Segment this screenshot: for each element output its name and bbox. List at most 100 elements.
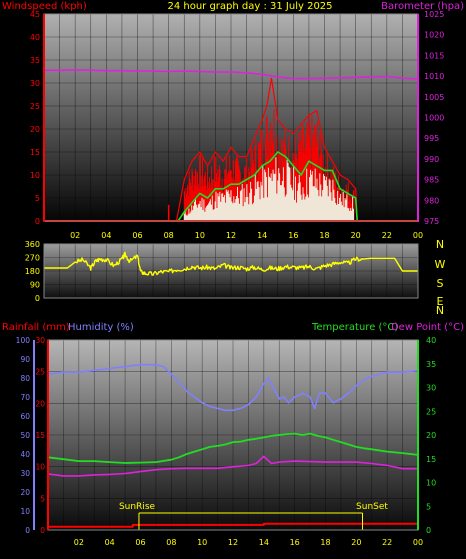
- windspeed-tick-label: 5: [35, 194, 40, 203]
- barometer-tick-label: 990: [424, 155, 439, 164]
- wind-x-tick-label: 22: [382, 231, 392, 240]
- bottom-x-tick-label: 08: [166, 538, 176, 547]
- rainfall-tick-label: 0: [40, 526, 45, 535]
- wind-x-tick-label: 14: [257, 231, 267, 240]
- wind-direction-line: [44, 251, 418, 276]
- barometer-axis-title: Barometer (hpa): [381, 1, 464, 12]
- wind-avg-bars: [183, 157, 354, 221]
- temperature-tick-label: 25: [426, 407, 436, 416]
- wind-x-tick-label: 08: [164, 231, 174, 240]
- barometer-line: [44, 69, 419, 80]
- bottom-x-tick-label: 14: [259, 538, 269, 547]
- wind-x-tick-label: 04: [101, 231, 111, 240]
- barometer-tick-label: 1015: [424, 51, 444, 60]
- humidity-tick-label: 0: [25, 526, 30, 535]
- barometer-tick-label: 985: [424, 176, 439, 185]
- direction-panel-frame: [43, 243, 419, 299]
- windspeed-tick-label: 35: [30, 56, 40, 65]
- humidity-tick-label: 80: [20, 374, 30, 383]
- temperature-tick-label: 0: [426, 526, 431, 535]
- chart-title: 24 hour graph day : 31 July 2025: [167, 1, 332, 12]
- bottom-x-tick-label: 12: [228, 538, 238, 547]
- humidity-tick-label: 60: [20, 412, 30, 421]
- barometer-tick-label: 1020: [424, 31, 444, 40]
- barometer-tick-label: 1000: [424, 114, 444, 123]
- rainfall-axis-title: Rainfall (mm): [2, 322, 70, 333]
- rainfall-tick-label: 15: [35, 431, 45, 440]
- temperature-tick-label: 5: [426, 502, 431, 511]
- humidity-axis-title: Humidity (%): [68, 322, 134, 333]
- dewpoint-axis-title: Dew Point (°C): [391, 322, 464, 333]
- rainfall-tick-label: 30: [35, 336, 45, 345]
- wind-x-tick-label: 12: [226, 231, 236, 240]
- humidity-tick-label: 10: [20, 507, 30, 516]
- temperature-line: [47, 432, 419, 464]
- windspeed-axis-title: Windspeed (kph): [2, 1, 87, 12]
- rainfall-tick-label: 20: [35, 399, 45, 408]
- rainfall-tick-label: 10: [35, 463, 45, 472]
- humidity-line: [47, 363, 419, 412]
- bottom-x-tick-label: 06: [135, 538, 145, 547]
- wind-avg-line: [44, 151, 418, 222]
- bottom-x-tick-label: 18: [320, 538, 330, 547]
- direction-panel-series: [44, 251, 418, 276]
- wind-x-tick-label: 16: [288, 231, 298, 240]
- windspeed-tick-label: 15: [30, 148, 40, 157]
- bottom-x-tick-label: 20: [351, 538, 361, 547]
- bottom-x-tick-label: 00: [413, 538, 423, 547]
- rainfall-line: [48, 522, 418, 528]
- temperature-tick-label: 35: [426, 360, 436, 369]
- dewpoint-line: [47, 455, 418, 477]
- bottom-x-tick-label: 02: [74, 538, 84, 547]
- temperature-tick-label: 10: [426, 479, 436, 488]
- windspeed-tick-label: 30: [30, 79, 40, 88]
- humidity-tick-label: 30: [20, 469, 30, 478]
- barometer-tick-label: 995: [424, 134, 439, 143]
- wind-x-tick-label: 00: [413, 231, 423, 240]
- direction-tick-label: 90: [30, 281, 40, 290]
- wind-x-tick-label: 18: [319, 231, 329, 240]
- humidity-tick-label: 90: [20, 355, 30, 364]
- rainfall-tick-label: 5: [40, 494, 45, 503]
- temperature-tick-label: 30: [426, 384, 436, 393]
- windspeed-tick-label: 20: [30, 125, 40, 134]
- bottom-x-tick-label: 22: [382, 538, 392, 547]
- bottom-x-tick-label: 04: [105, 538, 115, 547]
- temperature-tick-label: 40: [426, 336, 436, 345]
- windspeed-tick-label: 40: [30, 33, 40, 42]
- compass-label: E: [437, 295, 444, 308]
- humidity-tick-label: 70: [20, 393, 30, 402]
- wind-x-tick-label: 06: [132, 231, 142, 240]
- wind-x-tick-label: 20: [351, 231, 361, 240]
- temperature-tick-label: 20: [426, 431, 436, 440]
- wind-x-tick-label: 02: [70, 231, 80, 240]
- humidity-tick-label: 40: [20, 450, 30, 459]
- bottom-x-tick-label: 10: [197, 538, 207, 547]
- wind-x-tick-label: 10: [195, 231, 205, 240]
- wind-panel-ticks: 0510152025303540459759809859909951000100…: [30, 10, 445, 240]
- barometer-tick-label: 1025: [424, 10, 444, 19]
- direction-tick-label: 0: [35, 294, 40, 303]
- direction-tick-label: 270: [25, 254, 40, 263]
- sunrise-label: SunRise: [119, 502, 156, 512]
- compass-label: S: [437, 277, 444, 290]
- barometer-tick-label: 975: [424, 217, 439, 226]
- windspeed-tick-label: 0: [35, 217, 40, 226]
- windspeed-tick-label: 10: [30, 171, 40, 180]
- bottom-panel-series: [47, 363, 419, 530]
- humidity-tick-label: 20: [20, 488, 30, 497]
- bottom-x-tick-label: 16: [290, 538, 300, 547]
- compass-label: N: [436, 238, 444, 251]
- temperature-axis-title: Temperature (°C): [311, 322, 398, 333]
- compass-label: W: [435, 258, 446, 271]
- rainfall-tick-label: 25: [35, 368, 45, 377]
- humidity-tick-label: 100: [16, 336, 31, 345]
- barometer-tick-label: 1010: [424, 72, 444, 81]
- humidity-tick-label: 50: [20, 431, 30, 440]
- wind-gust-line: [44, 77, 418, 222]
- barometer-tick-label: 1005: [424, 93, 444, 102]
- direction-tick-label: 180: [25, 267, 40, 276]
- temperature-tick-label: 15: [426, 455, 436, 464]
